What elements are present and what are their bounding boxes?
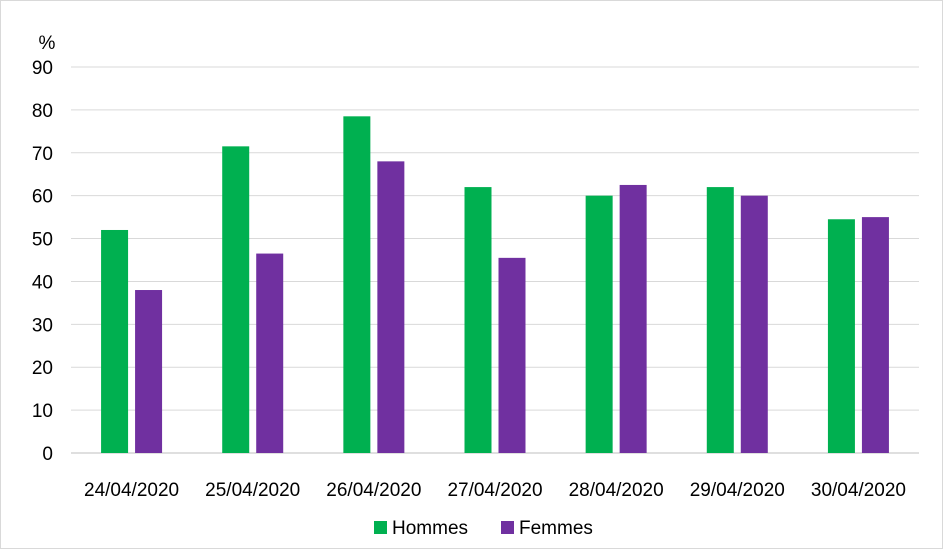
- bar-femmes-1: [135, 290, 163, 453]
- bar-femmes-6: [740, 195, 768, 453]
- y-tick-label: 80: [32, 101, 53, 122]
- x-tick-label: 28/04/2020: [569, 480, 664, 501]
- y-tick-label: 0: [42, 444, 53, 465]
- x-tick-label: 24/04/2020: [84, 480, 179, 501]
- legend-swatch-femmes: [501, 521, 514, 534]
- y-axis-ticks: 0 10 20 30 40 50 60 70 80 90: [32, 58, 53, 465]
- x-axis-ticks: 24/04/2020 25/04/2020 26/04/2020 27/04/2020…: [84, 480, 906, 501]
- x-tick-label: 25/04/2020: [205, 480, 300, 501]
- y-tick-label: 60: [32, 187, 53, 208]
- bar-hommes-4: [464, 187, 492, 454]
- bar-hommes-6: [706, 187, 734, 454]
- gridlines: [71, 66, 919, 454]
- legend: Hommes Femmes: [374, 518, 593, 539]
- legend-label-hommes: Hommes: [392, 518, 468, 539]
- bar-hommes-2: [222, 146, 250, 453]
- y-tick-label: 30: [32, 315, 53, 336]
- bar-hommes-7: [827, 219, 855, 453]
- y-tick-label: 50: [32, 230, 53, 251]
- legend-swatch-hommes: [374, 521, 387, 534]
- x-tick-label: 26/04/2020: [326, 480, 421, 501]
- y-tick-label: 40: [32, 272, 53, 293]
- bar-femmes-2: [256, 253, 284, 453]
- bar-hommes-3: [343, 116, 371, 454]
- y-tick-label: 20: [32, 358, 53, 379]
- bars: [101, 116, 889, 454]
- bar-femmes-4: [498, 257, 526, 453]
- y-tick-label: 90: [32, 58, 53, 79]
- x-tick-label: 27/04/2020: [447, 480, 542, 501]
- y-tick-label: 70: [32, 144, 53, 165]
- bar-femmes-5: [619, 184, 647, 453]
- x-tick-label: 29/04/2020: [690, 480, 785, 501]
- bar-hommes-1: [101, 229, 129, 453]
- y-axis-label: %: [39, 33, 56, 54]
- bar-femmes-7: [861, 217, 889, 453]
- x-tick-label: 30/04/2020: [811, 480, 906, 501]
- y-tick-label: 10: [32, 401, 53, 422]
- legend-label-femmes: Femmes: [519, 518, 593, 539]
- bar-femmes-3: [377, 161, 405, 453]
- bar-hommes-5: [585, 195, 613, 453]
